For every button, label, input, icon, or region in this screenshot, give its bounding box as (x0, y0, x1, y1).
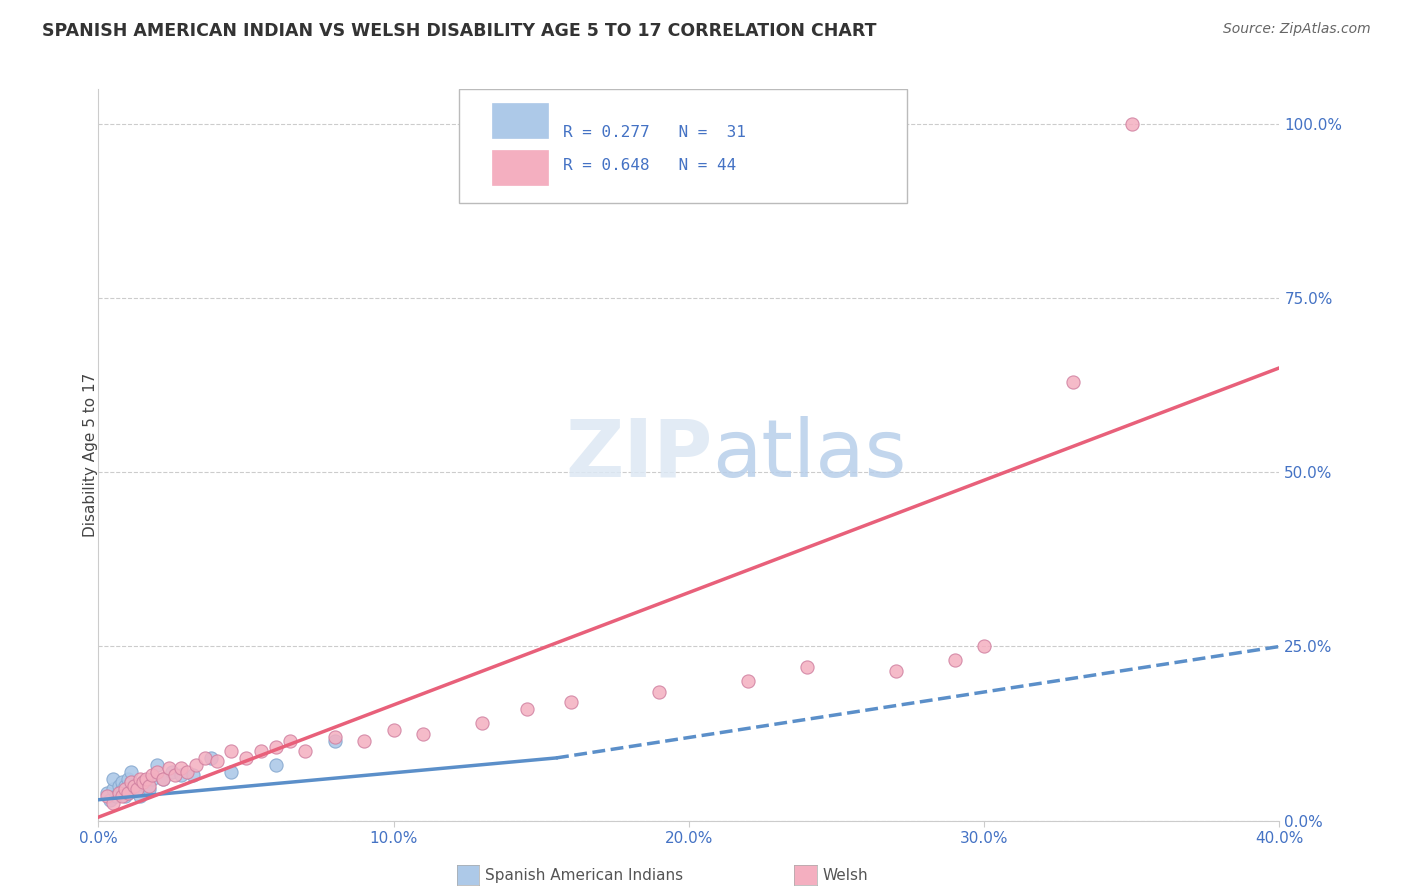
Point (108, 786, 131, 800)
Text: Welsh: Welsh (823, 868, 868, 882)
Point (135, 772, 157, 786)
Point (138, 779, 160, 793)
Point (648, 685, 671, 699)
Text: R = 0.277   N =  31: R = 0.277 N = 31 (562, 125, 745, 139)
Point (96, 789, 118, 804)
Point (264, 758, 287, 772)
Point (294, 744, 316, 758)
Point (117, 772, 139, 786)
Point (103, 796, 125, 810)
Text: SPANISH AMERICAN INDIAN VS WELSH DISABILITY AGE 5 TO 17 CORRELATION CHART: SPANISH AMERICAN INDIAN VS WELSH DISABIL… (42, 22, 877, 40)
Point (117, 786, 139, 800)
Point (250, 744, 273, 758)
FancyBboxPatch shape (458, 89, 907, 202)
Point (181, 768, 204, 782)
Point (103, 782, 125, 797)
Point (157, 761, 180, 775)
Y-axis label: Disability Age 5 to 17: Disability Age 5 to 17 (83, 373, 97, 537)
Point (170, 768, 193, 782)
Point (98, 793, 121, 807)
Point (264, 740, 287, 755)
Text: Spanish American Indians: Spanish American Indians (485, 868, 683, 882)
Point (111, 789, 134, 804)
Point (194, 751, 217, 765)
Point (162, 764, 183, 779)
Point (103, 772, 125, 786)
Point (138, 782, 160, 797)
Point (122, 779, 145, 793)
Point (382, 723, 405, 737)
Point (141, 772, 163, 786)
Point (152, 772, 174, 786)
Point (96, 786, 118, 800)
Point (165, 768, 187, 782)
Point (114, 782, 136, 797)
Point (943, 653, 966, 667)
Point (128, 772, 150, 786)
Point (111, 782, 134, 797)
Point (128, 789, 150, 804)
Bar (492, 150, 548, 186)
Point (1121, 117, 1143, 131)
Point (278, 733, 302, 747)
Text: ZIP: ZIP (565, 416, 713, 494)
Point (132, 775, 155, 789)
Point (205, 755, 228, 769)
Point (235, 751, 257, 765)
Point (120, 764, 142, 779)
Point (796, 660, 818, 674)
Point (515, 702, 537, 716)
Point (146, 764, 169, 779)
Point (111, 775, 134, 789)
Point (141, 768, 163, 782)
Point (132, 775, 155, 789)
Point (117, 786, 139, 800)
Point (108, 779, 131, 793)
Point (114, 789, 136, 804)
Point (471, 716, 494, 731)
Point (125, 779, 148, 793)
Point (176, 764, 198, 779)
Text: atlas: atlas (713, 416, 907, 494)
Point (560, 695, 582, 709)
Point (105, 789, 128, 804)
Point (125, 782, 148, 797)
Bar (492, 103, 548, 138)
Point (323, 730, 346, 744)
Point (219, 764, 242, 779)
Point (973, 640, 995, 654)
Point (170, 761, 193, 775)
Point (737, 674, 759, 689)
Point (353, 733, 375, 747)
Point (122, 779, 145, 793)
Point (135, 779, 157, 793)
Point (146, 758, 169, 772)
Point (884, 664, 907, 678)
Point (108, 786, 131, 800)
Point (184, 758, 207, 772)
Text: Source: ZipAtlas.com: Source: ZipAtlas.com (1223, 22, 1371, 37)
Point (120, 775, 142, 789)
Point (120, 775, 142, 789)
Text: R = 0.648   N = 44: R = 0.648 N = 44 (562, 158, 735, 173)
Point (412, 726, 434, 740)
Point (152, 772, 174, 786)
Point (219, 744, 242, 758)
Point (323, 733, 346, 747)
Point (114, 779, 136, 793)
Point (200, 751, 222, 765)
Point (1062, 375, 1084, 389)
